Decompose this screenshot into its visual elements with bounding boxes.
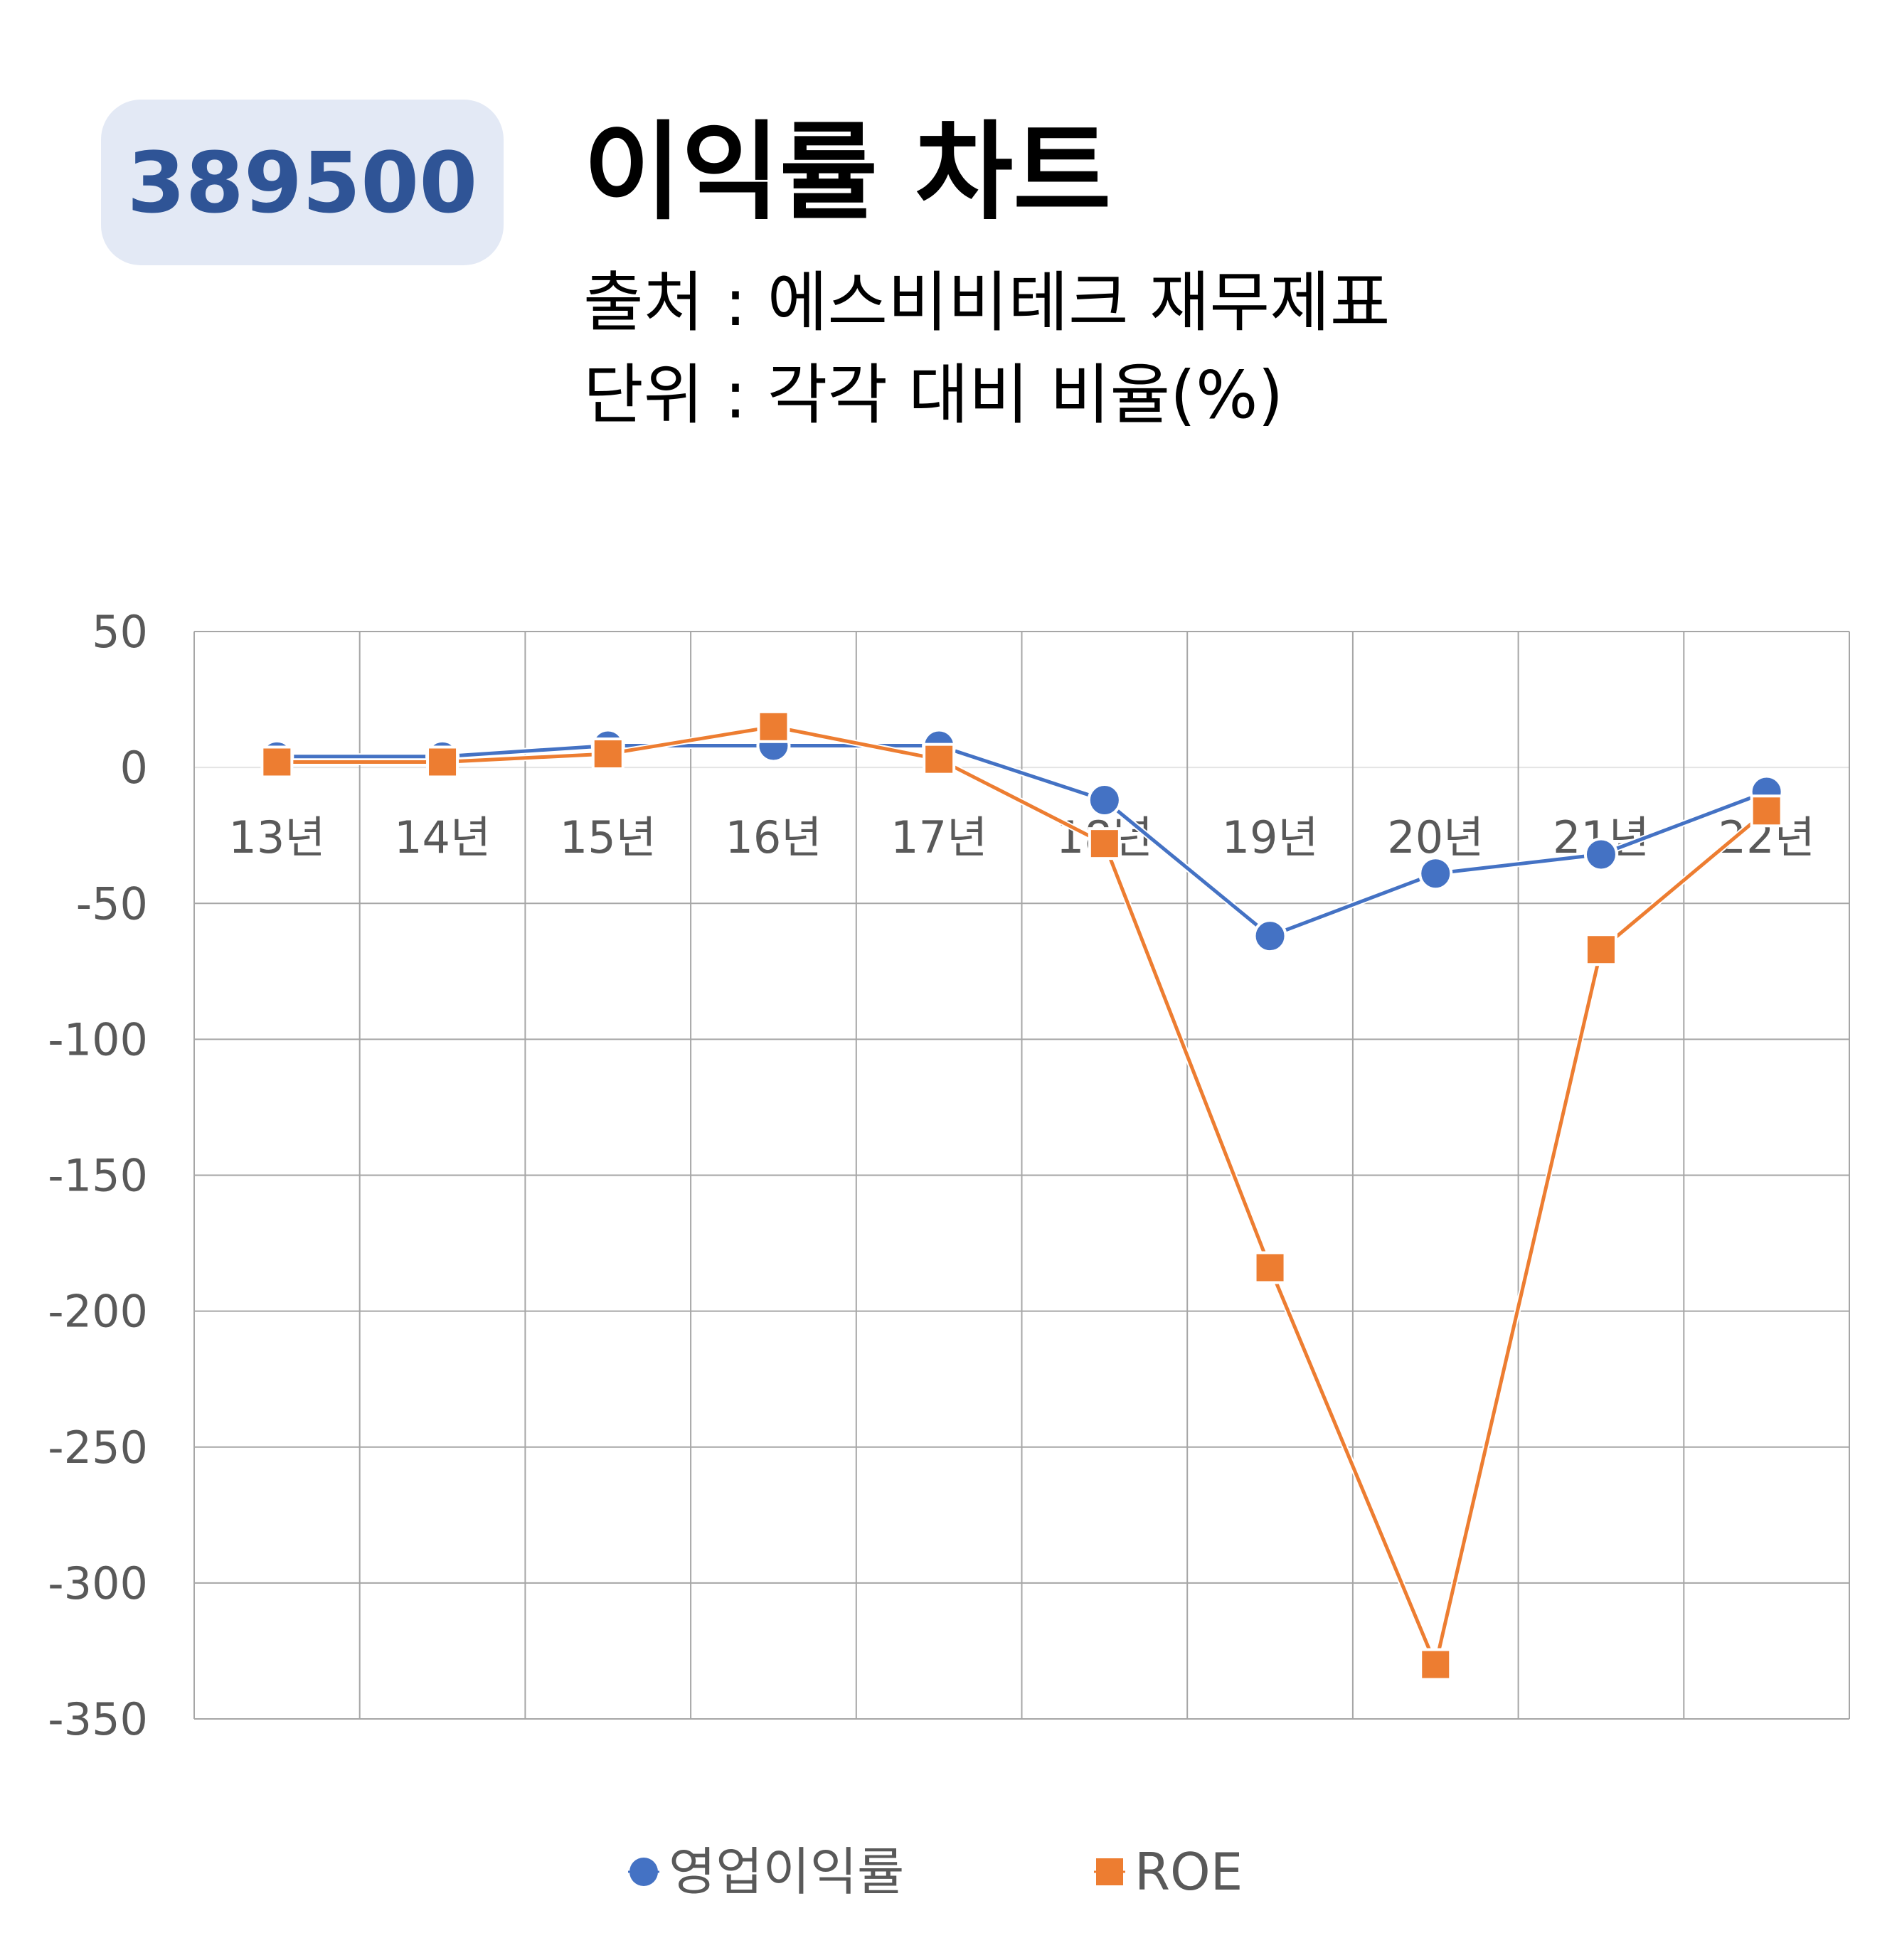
- legend-marker: [629, 1858, 658, 1886]
- data-point: [1584, 933, 1617, 966]
- x-tick-label: 19년: [1222, 811, 1319, 863]
- profit-rate-chart: 50 0 -50 -100 -150 -200 -250 -300 -350 13년 14년 15년…: [48, 606, 1850, 1902]
- legend-label: 영업이익률: [669, 1842, 904, 1902]
- series-line: [277, 744, 1768, 938]
- x-tick-label: 13년: [228, 811, 325, 863]
- data-point: [1253, 919, 1287, 954]
- data-point: [591, 737, 625, 771]
- data-point: [923, 742, 956, 776]
- unit-text: 단위 : 각각 대비 비율(%): [583, 357, 1284, 433]
- y-tick-label: -350: [48, 1693, 148, 1745]
- y-tick-label: -150: [48, 1150, 148, 1202]
- x-tick-label: 15년: [560, 811, 657, 863]
- data-point: [1088, 827, 1121, 861]
- data-point: [1419, 1648, 1452, 1681]
- series-line: [277, 725, 1768, 1667]
- x-tick-label: 14년: [394, 811, 491, 863]
- data-point: [1087, 782, 1122, 817]
- page-title: 이익률 차트: [583, 111, 1112, 235]
- data-point: [260, 745, 294, 779]
- x-tick-label: 17년: [891, 811, 987, 863]
- y-tick-label: -200: [48, 1286, 148, 1338]
- y-tick-label: -100: [48, 1013, 148, 1065]
- data-point: [1750, 794, 1783, 828]
- data-point: [1418, 856, 1453, 891]
- data-point: [1583, 837, 1618, 872]
- y-tick-label: 50: [92, 606, 148, 658]
- legend-label: ROE: [1135, 1842, 1243, 1902]
- stock-code: 389500: [127, 133, 478, 232]
- x-tick-label: 20년: [1387, 811, 1484, 863]
- y-tick-label: 0: [120, 742, 148, 794]
- source-text: 출처 : 에스비비테크 재무제표: [583, 265, 1391, 341]
- data-point: [757, 710, 790, 743]
- y-tick-label: -250: [48, 1422, 148, 1474]
- legend-marker: [1096, 1858, 1123, 1885]
- x-tick-label: 16년: [725, 811, 822, 863]
- stock-code-badge: 389500: [101, 100, 504, 265]
- data-point: [426, 745, 459, 779]
- data-point: [1253, 1251, 1287, 1284]
- y-tick-label: -50: [76, 878, 148, 930]
- y-tick-label: -300: [48, 1557, 148, 1609]
